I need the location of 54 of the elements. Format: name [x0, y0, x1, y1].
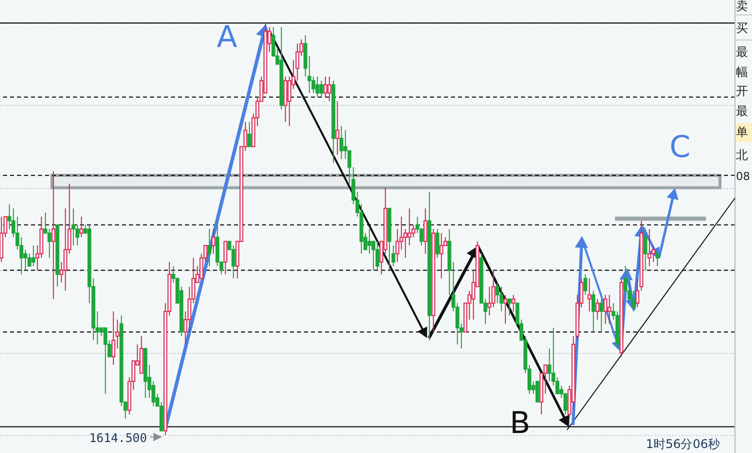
candlestick — [340, 125, 344, 160]
candlestick — [608, 294, 612, 324]
candlestick — [320, 80, 324, 98]
text: C — [670, 130, 690, 165]
candlestick — [324, 76, 328, 98]
candlestick — [504, 294, 508, 324]
candlestick — [584, 274, 588, 296]
candlestick — [48, 228, 52, 258]
candlestick — [212, 228, 216, 254]
candlestick — [604, 294, 608, 324]
text: 卖 — [736, 0, 748, 13]
candlestick — [208, 228, 212, 267]
candlestick — [440, 232, 444, 279]
candlestick — [248, 121, 252, 148]
candlestick — [72, 208, 76, 246]
text: 08 — [736, 170, 750, 183]
candlestick — [424, 208, 428, 254]
text: 北 — [736, 148, 748, 162]
candlestick — [512, 294, 516, 312]
candlestick — [592, 290, 596, 332]
candlestick — [328, 76, 332, 102]
candlestick — [508, 298, 512, 316]
candlestick — [596, 298, 600, 320]
candlestick — [316, 76, 320, 98]
candlestick — [368, 228, 372, 254]
text: 最 — [736, 45, 748, 59]
candlestick — [392, 244, 396, 267]
candlestick — [104, 327, 108, 394]
text: 幅 — [736, 65, 748, 79]
candlestick — [500, 286, 504, 312]
candlestick — [644, 228, 648, 271]
text: 开 — [736, 84, 748, 98]
candlestick — [600, 298, 604, 332]
text: 买 — [736, 21, 748, 35]
candlestick — [588, 278, 592, 312]
candlestick — [648, 228, 652, 267]
text: 1时56分06秒 — [646, 437, 720, 451]
candlestick — [112, 310, 116, 366]
candlestick — [32, 244, 36, 267]
annotation: 1614.500 — [89, 431, 147, 445]
candlestick — [656, 249, 660, 267]
candlestick — [408, 208, 412, 246]
candlestick — [232, 244, 236, 279]
candlestick — [336, 100, 340, 156]
candlestick — [436, 228, 440, 258]
text: 单 — [736, 125, 748, 139]
candlestick — [536, 380, 540, 403]
candlestick — [52, 170, 56, 300]
candlestick — [376, 240, 380, 271]
candlestick — [80, 216, 84, 238]
annotation: A — [216, 20, 238, 55]
candlestick — [224, 240, 228, 275]
text: 最 — [736, 104, 748, 118]
candlestick — [24, 249, 28, 271]
